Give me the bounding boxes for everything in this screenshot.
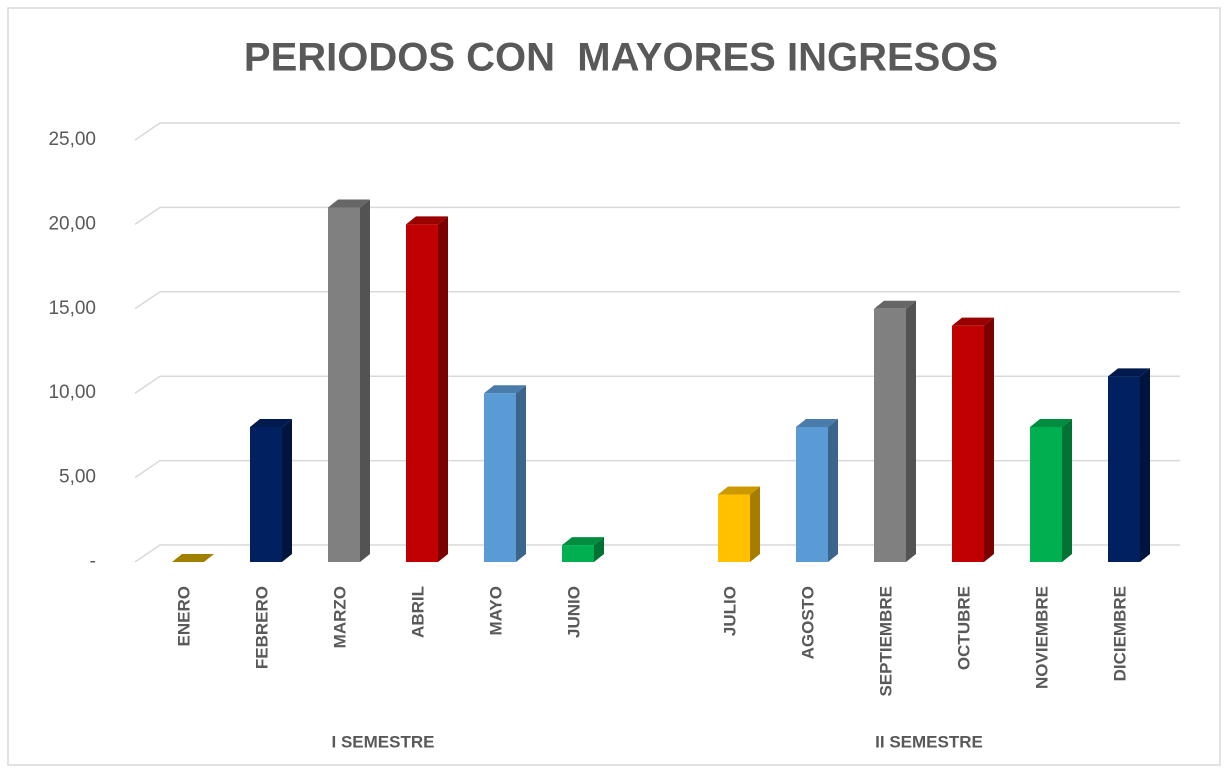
bar	[484, 393, 516, 562]
y-tick-label: -	[90, 551, 96, 572]
chart-frame	[7, 7, 1221, 766]
bar	[718, 494, 750, 562]
bar-top	[484, 385, 526, 394]
grid-line	[134, 206, 1180, 226]
bar-side	[750, 486, 760, 562]
x-tick-label: ABRIL	[408, 586, 427, 638]
bar	[952, 325, 984, 562]
bar-top	[718, 486, 760, 495]
bar	[1108, 376, 1140, 562]
bar	[874, 308, 906, 562]
bar-top	[1030, 418, 1072, 427]
x-tick-label: JULIO	[720, 586, 739, 636]
bar-side	[594, 537, 604, 562]
grid-line	[134, 375, 1180, 394]
bar-side	[1062, 418, 1072, 562]
y-tick-label: 15,00	[48, 298, 96, 319]
x-tick-label: DICIEMBRE	[1110, 586, 1129, 681]
bar-side	[1140, 368, 1150, 562]
bar-top	[1108, 368, 1150, 377]
grid-line	[134, 122, 1180, 141]
bar-top	[172, 554, 214, 562]
bar	[250, 426, 282, 562]
chart-title: PERIODOS CON MAYORES INGRESOS	[244, 36, 998, 80]
bar-top	[562, 537, 604, 546]
bar-top	[406, 216, 448, 225]
bar-side	[984, 317, 994, 562]
bar-top	[796, 418, 838, 427]
x-tick-label: MAYO	[486, 586, 505, 635]
x-tick-label: MARZO	[330, 586, 349, 648]
x-tick-label: FEBRERO	[252, 586, 271, 669]
x-tick-label: NOVIEMBRE	[1032, 586, 1051, 689]
x-tick-label: ENERO	[174, 586, 193, 646]
bar	[328, 207, 360, 562]
bar	[796, 426, 828, 562]
bar-top	[874, 300, 916, 309]
x-tick-label: JUNIO	[564, 586, 583, 638]
bar-side	[516, 385, 526, 562]
bar	[406, 224, 438, 562]
bar-side	[282, 418, 292, 562]
bar	[562, 545, 594, 562]
bar-side	[438, 216, 448, 562]
y-tick-label: 5,00	[59, 467, 96, 488]
grid-line	[134, 459, 1180, 479]
x-tick-label: AGOSTO	[798, 586, 817, 659]
x-tick-label: SEPTIEMBRE	[876, 586, 895, 697]
x-tick-label: OCTUBRE	[954, 586, 973, 670]
y-tick-label: 10,00	[48, 382, 96, 403]
y-tick-label: 25,00	[48, 129, 96, 150]
grid-line	[134, 544, 1180, 563]
bar-top	[250, 418, 292, 427]
group-label: I SEMESTRE	[332, 732, 435, 751]
bar-top	[952, 317, 994, 326]
bar-top	[328, 199, 370, 208]
bar-side	[828, 418, 838, 562]
bar-side	[360, 199, 370, 562]
y-tick-label: 20,00	[48, 213, 96, 234]
bar-side	[906, 300, 916, 562]
grid-line	[134, 291, 1180, 310]
bar	[1030, 426, 1062, 562]
group-label: II SEMESTRE	[875, 732, 983, 751]
